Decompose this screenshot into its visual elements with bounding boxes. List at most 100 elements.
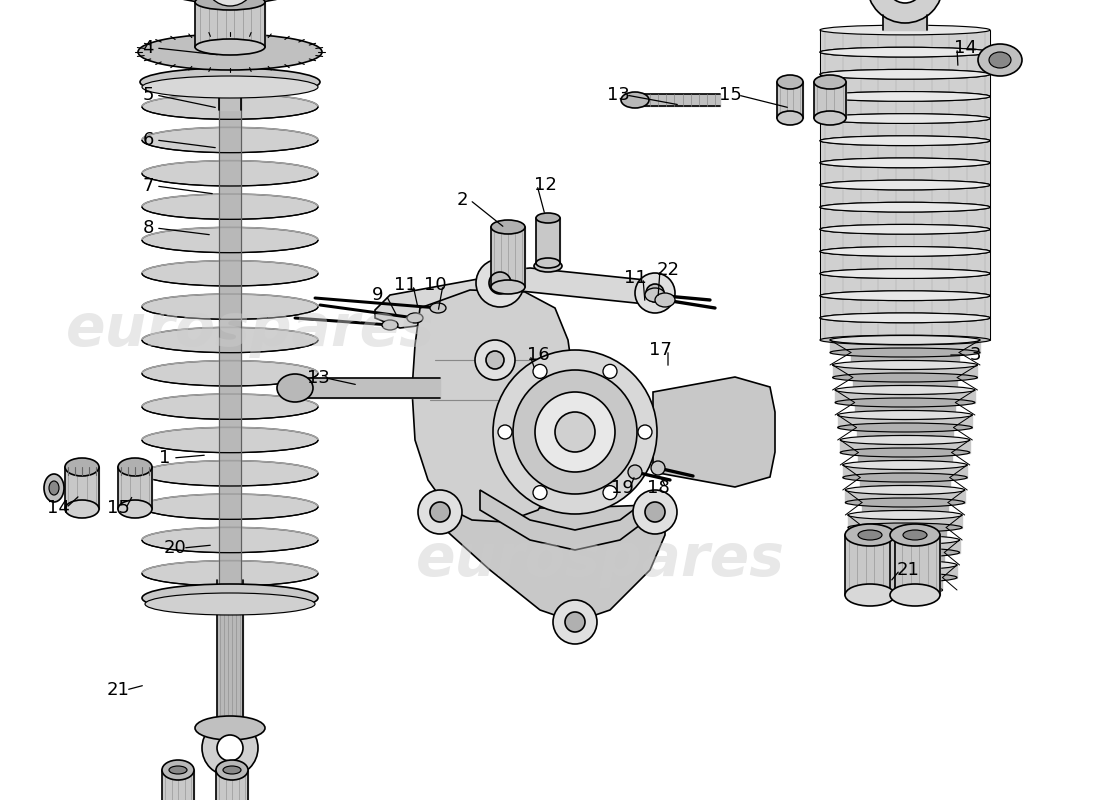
- Text: 20: 20: [164, 539, 186, 557]
- Text: 15: 15: [107, 499, 130, 517]
- Ellipse shape: [65, 458, 99, 476]
- Ellipse shape: [820, 313, 990, 322]
- Ellipse shape: [820, 225, 990, 234]
- Ellipse shape: [44, 474, 64, 502]
- Text: 9: 9: [372, 286, 384, 304]
- Ellipse shape: [835, 386, 975, 394]
- Circle shape: [534, 364, 547, 378]
- Ellipse shape: [142, 494, 318, 519]
- Circle shape: [430, 502, 450, 522]
- Ellipse shape: [814, 111, 846, 125]
- Polygon shape: [653, 377, 776, 487]
- Ellipse shape: [820, 158, 990, 168]
- Ellipse shape: [890, 584, 940, 606]
- Ellipse shape: [860, 486, 949, 494]
- Ellipse shape: [820, 91, 990, 102]
- Ellipse shape: [820, 47, 990, 57]
- Ellipse shape: [820, 225, 990, 234]
- Ellipse shape: [820, 136, 990, 146]
- Ellipse shape: [868, 586, 943, 594]
- Ellipse shape: [989, 52, 1011, 68]
- Circle shape: [553, 600, 597, 644]
- Ellipse shape: [142, 584, 318, 612]
- Text: 16: 16: [527, 346, 549, 364]
- Ellipse shape: [852, 573, 957, 582]
- Ellipse shape: [820, 269, 990, 278]
- Ellipse shape: [820, 180, 990, 190]
- Ellipse shape: [820, 180, 990, 190]
- Ellipse shape: [820, 47, 990, 57]
- Ellipse shape: [216, 760, 248, 780]
- Ellipse shape: [142, 127, 318, 153]
- Circle shape: [632, 490, 676, 534]
- Circle shape: [476, 259, 524, 307]
- Text: 2: 2: [456, 191, 468, 209]
- Ellipse shape: [843, 461, 967, 470]
- Ellipse shape: [142, 394, 318, 419]
- Ellipse shape: [820, 25, 990, 35]
- Ellipse shape: [654, 293, 675, 307]
- Circle shape: [638, 425, 652, 439]
- Ellipse shape: [491, 220, 525, 234]
- Ellipse shape: [820, 114, 990, 123]
- Ellipse shape: [382, 320, 398, 330]
- Ellipse shape: [142, 427, 318, 453]
- Text: 4: 4: [142, 39, 154, 57]
- Ellipse shape: [833, 373, 978, 382]
- Ellipse shape: [820, 246, 990, 256]
- Text: 21: 21: [896, 561, 920, 579]
- Text: 6: 6: [142, 131, 154, 149]
- Ellipse shape: [890, 524, 940, 546]
- Ellipse shape: [430, 303, 446, 313]
- Text: 12: 12: [534, 176, 557, 194]
- Ellipse shape: [820, 269, 990, 278]
- Polygon shape: [412, 290, 575, 522]
- Ellipse shape: [851, 361, 959, 370]
- Text: 11: 11: [394, 276, 417, 294]
- Ellipse shape: [536, 258, 560, 268]
- Text: 19: 19: [610, 479, 634, 497]
- Circle shape: [603, 486, 617, 500]
- Text: 10: 10: [424, 276, 447, 294]
- Ellipse shape: [142, 561, 318, 586]
- Ellipse shape: [145, 593, 315, 615]
- Ellipse shape: [534, 260, 562, 272]
- Polygon shape: [420, 505, 666, 622]
- Circle shape: [603, 364, 617, 378]
- Ellipse shape: [645, 288, 665, 302]
- Circle shape: [651, 461, 666, 475]
- Ellipse shape: [820, 202, 990, 212]
- Ellipse shape: [848, 510, 962, 519]
- Text: eurospares: eurospares: [416, 531, 784, 589]
- Text: 8: 8: [142, 219, 154, 237]
- Ellipse shape: [158, 0, 302, 4]
- Polygon shape: [480, 490, 660, 550]
- Text: 21: 21: [107, 681, 130, 699]
- Ellipse shape: [850, 535, 959, 545]
- Circle shape: [498, 425, 512, 439]
- Ellipse shape: [142, 161, 318, 186]
- Circle shape: [217, 735, 243, 761]
- Ellipse shape: [820, 158, 990, 168]
- Ellipse shape: [820, 335, 990, 345]
- Ellipse shape: [820, 91, 990, 102]
- Ellipse shape: [864, 535, 946, 545]
- Ellipse shape: [833, 361, 978, 370]
- Ellipse shape: [850, 548, 959, 557]
- Circle shape: [646, 284, 664, 302]
- Ellipse shape: [820, 202, 990, 212]
- Ellipse shape: [491, 280, 525, 294]
- Text: 5: 5: [142, 86, 154, 104]
- Circle shape: [205, 0, 255, 6]
- Text: eurospares: eurospares: [66, 302, 434, 358]
- Ellipse shape: [838, 410, 972, 419]
- Ellipse shape: [195, 0, 265, 10]
- Ellipse shape: [142, 294, 318, 319]
- Ellipse shape: [142, 194, 318, 219]
- Ellipse shape: [857, 435, 954, 445]
- Text: 7: 7: [142, 177, 154, 195]
- Text: 3: 3: [969, 346, 981, 364]
- Ellipse shape: [169, 766, 187, 774]
- Ellipse shape: [820, 70, 990, 79]
- Ellipse shape: [195, 716, 265, 740]
